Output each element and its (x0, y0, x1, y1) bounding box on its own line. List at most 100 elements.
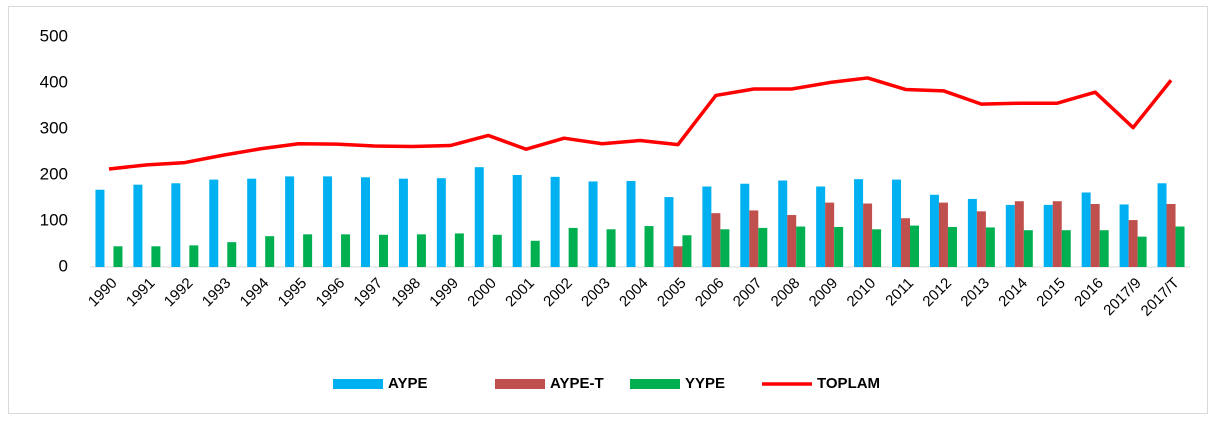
y-tick-label: 300 (40, 118, 68, 137)
bar (834, 226, 844, 267)
bar (151, 246, 161, 267)
bar (796, 226, 806, 267)
bar (227, 242, 237, 267)
y-tick-label: 400 (40, 72, 68, 91)
bar (985, 227, 995, 267)
x-tick-label: 1998 (388, 275, 424, 311)
bar (247, 178, 257, 267)
legend-swatch (495, 379, 545, 389)
y-tick-label: 200 (40, 164, 68, 183)
bar (787, 215, 797, 267)
bar (740, 183, 750, 267)
x-tick-label: 2017/T (1138, 275, 1183, 320)
bar (285, 176, 295, 267)
bar (1005, 204, 1015, 267)
legend-label: YYPE (685, 375, 725, 392)
bar (492, 234, 502, 267)
bar (568, 227, 578, 267)
bar (749, 210, 759, 267)
x-tick-label: 1991 (123, 275, 159, 311)
bar (938, 202, 948, 267)
bar (702, 186, 712, 267)
bar (1128, 220, 1138, 267)
y-tick-label: 100 (40, 210, 68, 229)
bar (436, 178, 446, 267)
bar (758, 227, 768, 267)
x-tick-label: 2013 (957, 275, 993, 311)
x-tick-label: 1993 (199, 275, 235, 311)
line-series (108, 76, 1173, 171)
bar (892, 179, 902, 267)
bar (1043, 204, 1053, 267)
x-tick-label: 2010 (844, 275, 880, 311)
bar (929, 194, 939, 267)
x-tick-label: 2004 (616, 275, 652, 311)
bar (303, 234, 313, 267)
x-tick-label: 1990 (85, 275, 121, 311)
x-tick-label: 2011 (882, 275, 917, 310)
legend-swatch (333, 379, 383, 389)
bar (323, 176, 333, 267)
x-tick-label: 2003 (578, 275, 614, 311)
bar (133, 184, 143, 267)
bar (682, 235, 692, 267)
bar (720, 229, 730, 267)
bar (360, 177, 370, 267)
bar (209, 179, 219, 267)
bar (1014, 201, 1024, 267)
legend-label: AYPE (388, 375, 427, 392)
x-tick-label: 2015 (1033, 275, 1069, 311)
bar (863, 203, 873, 267)
bar (854, 179, 864, 267)
bar (474, 167, 484, 267)
bar (1157, 183, 1167, 267)
bar (454, 233, 464, 267)
bar (1061, 230, 1071, 267)
bar (976, 211, 986, 267)
legend-label: AYPE-T (550, 375, 604, 392)
bar (1137, 236, 1147, 267)
bar (967, 198, 977, 267)
bar (816, 186, 826, 267)
x-tick-label: 2012 (919, 275, 955, 311)
bar (265, 236, 275, 267)
bar (901, 218, 911, 267)
legend-swatch (630, 379, 680, 389)
bar (378, 234, 388, 267)
x-tick-label: 1994 (237, 275, 273, 311)
x-tick-label: 2007 (730, 275, 766, 311)
bar (1052, 201, 1062, 267)
bar (1175, 226, 1185, 267)
bar (664, 197, 674, 267)
bar (872, 229, 882, 267)
x-tick-label: 2008 (768, 275, 804, 311)
x-tick-label: 1995 (275, 275, 311, 311)
bar (606, 229, 616, 267)
x-tick-label: 2006 (692, 275, 728, 311)
bar (512, 175, 522, 267)
x-tick-label: 1992 (161, 275, 197, 311)
bar (1099, 230, 1109, 267)
bar (341, 234, 351, 267)
bar (644, 226, 654, 267)
bar (910, 225, 920, 267)
y-tick-label: 500 (40, 26, 68, 45)
bar (825, 202, 835, 267)
bar (778, 180, 788, 267)
x-tick-label: 2014 (995, 275, 1031, 311)
bar (711, 213, 721, 267)
x-tick-label: 2002 (540, 275, 576, 311)
bar (626, 180, 636, 267)
bar (1166, 203, 1176, 267)
bar (1090, 203, 1100, 267)
bar (171, 183, 181, 267)
bar (588, 181, 598, 267)
bar (1119, 204, 1129, 267)
chart-frame (8, 6, 1208, 414)
x-tick-label: 2009 (806, 275, 842, 311)
x-tick-label: 2000 (464, 275, 500, 311)
bar (95, 189, 105, 267)
x-tick-label: 1996 (313, 275, 349, 311)
bar (416, 234, 426, 267)
